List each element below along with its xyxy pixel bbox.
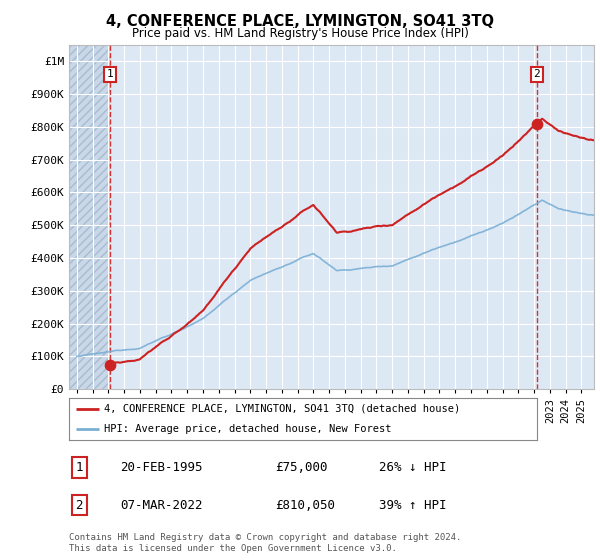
Text: £75,000: £75,000 bbox=[275, 461, 328, 474]
Text: 2: 2 bbox=[533, 69, 541, 80]
Bar bbox=[69, 45, 110, 389]
Text: 4, CONFERENCE PLACE, LYMINGTON, SO41 3TQ: 4, CONFERENCE PLACE, LYMINGTON, SO41 3TQ bbox=[106, 14, 494, 29]
Text: 07-MAR-2022: 07-MAR-2022 bbox=[121, 498, 203, 512]
Text: Price paid vs. HM Land Registry's House Price Index (HPI): Price paid vs. HM Land Registry's House … bbox=[131, 27, 469, 40]
Text: 4, CONFERENCE PLACE, LYMINGTON, SO41 3TQ (detached house): 4, CONFERENCE PLACE, LYMINGTON, SO41 3TQ… bbox=[104, 404, 460, 414]
Text: 20-FEB-1995: 20-FEB-1995 bbox=[121, 461, 203, 474]
Text: HPI: Average price, detached house, New Forest: HPI: Average price, detached house, New … bbox=[104, 424, 392, 434]
Text: 39% ↑ HPI: 39% ↑ HPI bbox=[379, 498, 446, 512]
Text: 26% ↓ HPI: 26% ↓ HPI bbox=[379, 461, 446, 474]
Point bbox=[532, 119, 542, 128]
Text: 1: 1 bbox=[76, 461, 83, 474]
Point bbox=[106, 360, 115, 369]
Text: 2: 2 bbox=[76, 498, 83, 512]
Text: Contains HM Land Registry data © Crown copyright and database right 2024.
This d: Contains HM Land Registry data © Crown c… bbox=[69, 533, 461, 553]
Text: £810,050: £810,050 bbox=[275, 498, 335, 512]
Text: 1: 1 bbox=[107, 69, 113, 80]
